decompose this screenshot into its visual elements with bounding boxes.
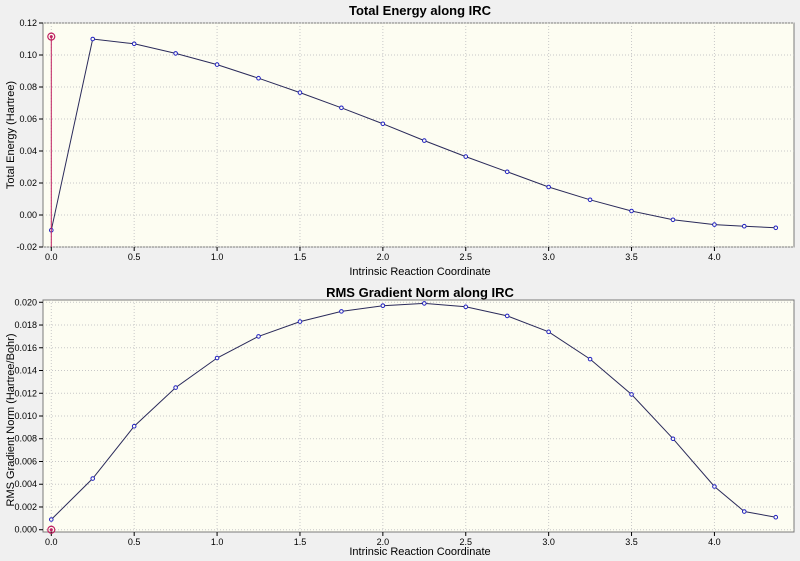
y-tick-label: 0.010 [14, 411, 37, 421]
data-series [47, 301, 779, 534]
y-tick-label: 0.020 [14, 297, 37, 307]
data-point [463, 304, 469, 310]
data-point [773, 225, 779, 231]
data-point [173, 385, 178, 390]
data-point [629, 392, 634, 397]
x-tick-label: 0.5 [128, 537, 141, 547]
x-tick-label: 2.5 [459, 252, 472, 262]
y-tick-label: 0.06 [19, 114, 37, 124]
highlight-point [47, 32, 56, 41]
y-tick-label: 0.008 [14, 434, 37, 444]
x-tick-label: 1.0 [211, 537, 224, 547]
data-point [670, 217, 676, 223]
y-tick-label: 0.004 [14, 479, 37, 489]
highlight-point [47, 525, 56, 534]
data-series [47, 32, 779, 247]
data-point [256, 75, 261, 81]
x-tick-label: 1.5 [294, 537, 307, 547]
chart-title: RMS Gradient Norm along IRC [326, 285, 514, 300]
energy-chart: Total Energy along IRC 0.0 0.5 1.0 1.5 2.0 2.… [5, 3, 795, 278]
plot-area[interactable] [42, 22, 795, 248]
data-point [504, 313, 510, 319]
data-point [48, 517, 54, 522]
data-point [587, 356, 593, 362]
data-point [773, 514, 779, 520]
data-point [546, 184, 551, 190]
x-tick-label: 1.5 [294, 252, 307, 262]
data-point [712, 222, 717, 227]
data-point [131, 423, 137, 429]
x-tick-label: 3.5 [625, 537, 638, 547]
x-tick-label: 0.0 [45, 537, 58, 547]
highlight-point-core [49, 35, 53, 39]
x-tick-label: 3.0 [542, 537, 555, 547]
y-tick-label: 0.12 [19, 18, 37, 28]
y-tick-label: -0.02 [16, 242, 37, 252]
y-tick-label: 0.002 [14, 502, 37, 512]
x-tick-label: 3.0 [542, 252, 555, 262]
x-tick-label: 2.0 [377, 252, 390, 262]
data-point [380, 303, 386, 308]
data-point [90, 36, 96, 42]
data-point [463, 154, 469, 159]
data-point [629, 208, 634, 214]
data-point [90, 476, 96, 481]
data-point [741, 509, 747, 514]
chart-title: Total Energy along IRC [349, 3, 492, 18]
highlight-point-core [49, 528, 53, 532]
data-point [339, 105, 344, 111]
data-point [297, 90, 303, 95]
x-tick-label: 2.5 [459, 537, 472, 547]
x-tick-label: 0.5 [128, 252, 141, 262]
data-point [712, 484, 717, 489]
data-point [256, 334, 261, 339]
y-tick-label: 0.006 [14, 456, 37, 466]
data-point [504, 169, 510, 175]
y-tick-label: 0.00 [19, 210, 37, 220]
data-point [214, 62, 220, 67]
data-point [741, 223, 747, 229]
y-tick-label: 0.014 [14, 366, 37, 376]
y-tick-label: 0.10 [19, 50, 37, 60]
y-tick-label: 0.02 [19, 178, 37, 188]
x-tick-label: 1.0 [211, 252, 224, 262]
axis-ticks: 0.0 0.5 1.0 1.5 2.0 2.5 3.0 3.5 4.0 -0.02 0.00 0.02… [16, 18, 720, 262]
data-point [380, 121, 386, 127]
y-axis-label: Total Energy (Hartree) [5, 81, 17, 189]
data-point [587, 197, 593, 203]
x-tick-label: 0.0 [45, 252, 58, 262]
y-axis-label: RMS Gradient Norm (Hartree/Bohr) [5, 334, 17, 507]
x-axis-label: Intrinsic Reaction Coordinate [349, 266, 490, 278]
data-point [297, 319, 303, 324]
gradient-chart: RMS Gradient Norm along IRC 0.0 0.5 1.0 1.5… [5, 285, 795, 558]
data-point [131, 41, 137, 47]
grid [43, 300, 794, 532]
x-axis-label: Intrinsic Reaction Coordinate [349, 546, 490, 558]
x-tick-label: 3.5 [625, 252, 638, 262]
y-tick-label: 0.04 [19, 146, 37, 156]
data-point [546, 329, 551, 335]
y-tick-label: 0.018 [14, 320, 37, 330]
y-tick-label: 0.08 [19, 82, 37, 92]
x-tick-label: 2.0 [377, 537, 390, 547]
data-point [173, 51, 178, 56]
data-point [670, 436, 676, 442]
x-tick-label: 4.0 [708, 252, 721, 262]
y-tick-label: 0.012 [14, 388, 37, 398]
axis-ticks: 0.0 0.5 1.0 1.5 2.0 2.5 3.0 3.5 4.0 0.000 0.002 0.0… [14, 297, 720, 547]
x-tick-label: 4.0 [708, 537, 721, 547]
y-tick-label: 0.000 [14, 525, 37, 535]
data-point [422, 138, 427, 143]
data-point [422, 301, 427, 306]
data-point [339, 309, 344, 314]
y-tick-label: 0.016 [14, 343, 37, 353]
data-point [214, 355, 220, 361]
